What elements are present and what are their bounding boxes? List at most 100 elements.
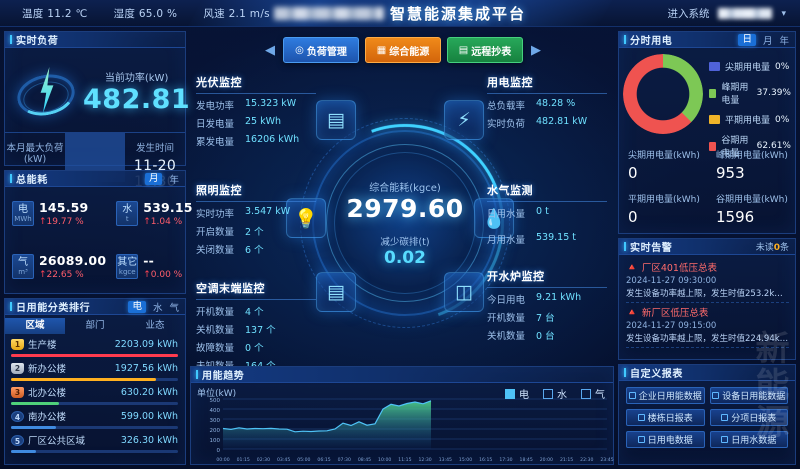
- svg-text:12:30: 12:30: [418, 457, 431, 463]
- energy-trend-panel: 用能趋势 单位(kW) 电 水 气 0 100 200 300 400 500 00:00 0…: [190, 366, 614, 465]
- rank-medal: 5: [11, 434, 24, 446]
- legend-gas[interactable]: 气: [581, 386, 605, 401]
- chevron-down-icon[interactable]: ▾: [781, 8, 786, 19]
- electricity-value: 145.59: [39, 200, 89, 215]
- svg-text:10:00: 10:00: [378, 457, 391, 463]
- rank-name: 北办公楼: [28, 388, 67, 399]
- svg-text:0: 0: [217, 448, 221, 454]
- svg-text:05:00: 05:00: [297, 457, 310, 463]
- gas-value: 26089.00: [39, 253, 107, 268]
- doc-icon: [637, 436, 645, 443]
- bulb-icon[interactable]: 💡: [286, 198, 326, 238]
- list-item[interactable]: 🔺 新厂区低压总表 2024-11-27 09:15:00 发生设备功率越上限，发…: [626, 303, 789, 348]
- ac-icon[interactable]: ▤: [316, 272, 356, 312]
- electricity-badge: 电 MWh: [12, 201, 34, 226]
- svg-text:07:30: 07:30: [338, 457, 351, 463]
- rank-bar: [11, 426, 178, 429]
- water-delta: ↑1.04 %: [143, 217, 183, 227]
- alarm-device: 厂区401低压总表: [641, 263, 717, 274]
- tou-year-button[interactable]: 年: [779, 35, 789, 47]
- boiler-icon[interactable]: ◫: [444, 272, 484, 312]
- lightning-icon: [11, 61, 81, 123]
- report-daily-electricity-button[interactable]: 日用电数据: [626, 431, 705, 448]
- alarm-bell-icon: 🔺: [626, 261, 638, 273]
- alarm-header: 实时告警 未读0条: [619, 239, 795, 255]
- report-device-daily-button[interactable]: 设备日用能数据: [709, 387, 788, 404]
- total-energy-title: 总能耗: [16, 175, 48, 186]
- list-item[interactable]: 4 南办公楼 599.00 kWh: [11, 409, 178, 429]
- svg-text:18:45: 18:45: [520, 457, 533, 463]
- user-name: [718, 8, 773, 19]
- tou-donut-chart: [623, 54, 703, 134]
- tab-integrated-energy[interactable]: ▦ 综合能源: [365, 37, 441, 63]
- solar-panel-icon[interactable]: ▤: [316, 100, 356, 140]
- total-energy-period-toggle: 月 年: [144, 172, 179, 186]
- arrow-up-icon: ↑: [143, 270, 151, 280]
- electricity-monitor-title: 用电监控: [487, 74, 607, 94]
- quick-header: 自定义报表: [619, 365, 795, 381]
- tou-period-toggle: 日 月 年: [738, 33, 789, 47]
- prev-arrow-icon[interactable]: ◀: [265, 42, 275, 58]
- list-item[interactable]: 🔺 厂区401低压总表 2024-11-27 09:30:00 发生设备功率越上限…: [626, 258, 789, 303]
- other-delta: ↑0.00 %: [143, 270, 183, 280]
- tou-day-button[interactable]: 日: [738, 33, 756, 46]
- enter-system-link[interactable]: 进入系统: [667, 8, 710, 20]
- rank-name: 生产楼: [28, 340, 57, 351]
- period-month-button[interactable]: 月: [144, 172, 163, 185]
- boiler-monitor-module: 开水炉监控 今日用电 9.21 kWh 开机数量 7 台 关机数量 0 台: [487, 268, 607, 342]
- svg-text:02:30: 02:30: [257, 457, 270, 463]
- bolt-icon[interactable]: ⚡: [444, 100, 484, 140]
- tou-metric-peak-top: 尖期用电量(kWh) 0: [628, 151, 700, 182]
- water-badge: 水 t: [116, 201, 139, 226]
- list-item[interactable]: 1 生产楼 2203.09 kWh: [11, 337, 178, 357]
- tab-load-management[interactable]: ◎ 负荷管理: [283, 37, 359, 63]
- legend-checkbox-icon: [505, 388, 515, 399]
- rank-name: 新办公楼: [28, 364, 67, 375]
- svg-text:11:15: 11:15: [398, 457, 411, 463]
- time-of-use-panel: 分时用电 日 月 年 尖期用电量 0% 峰期用电量 37.39% 平期用电量 0% 谷…: [618, 31, 796, 234]
- legend-checkbox-icon: [543, 388, 553, 399]
- report-enterprise-daily-button[interactable]: 企业日用能数据: [626, 387, 705, 404]
- ranking-type-water[interactable]: 水: [152, 302, 163, 314]
- hvac-monitor-title: 空调末端监控: [196, 280, 316, 300]
- rank-value: 599.00 kWh: [120, 410, 178, 422]
- ranking-type-gas[interactable]: 气: [169, 302, 179, 314]
- pv-monitor-module: 光伏监控 发电功率 15.323 kW 日发电量 25 kWh 累发电量 16206 …: [196, 74, 316, 148]
- tou-legend-flat: 平期用电量 0%: [709, 113, 791, 126]
- realtime-load-header: 实时负荷: [5, 32, 185, 48]
- gas-delta: ↑22.65 %: [39, 270, 84, 280]
- tab-remote-meter-reading[interactable]: ▤ 远程抄表: [447, 37, 523, 63]
- rank-medal: 4: [11, 410, 24, 422]
- next-arrow-icon[interactable]: ▶: [531, 42, 541, 58]
- realtime-load-body: 当前功率(kW) 482.81: [5, 48, 190, 132]
- occurrence-time-label: 发生时间: [135, 143, 174, 154]
- report-button-grid: 企业日用能数据 设备日用能数据 楼栋日报表 分项日报表 日用电数据 日用水数据: [619, 381, 795, 454]
- alarm-description: 发生设备功率越上限，发生时值224.94kW，...: [626, 334, 789, 344]
- tou-month-button[interactable]: 月: [762, 35, 773, 47]
- tou-metric-flat: 平期用电量(kWh) 0: [628, 195, 700, 226]
- report-subitem-daily-button[interactable]: 分项日报表: [709, 409, 788, 426]
- weather-temperature: 温度 11.2 ℃: [22, 6, 88, 21]
- period-year-button[interactable]: 年: [169, 174, 179, 186]
- report-daily-water-button[interactable]: 日用水数据: [709, 431, 788, 448]
- arrow-up-icon: ↑: [143, 217, 151, 227]
- alarm-list: 🔺 厂区401低压总表 2024-11-27 09:30:00 发生设备功率越上限…: [619, 255, 795, 348]
- doc-icon: [712, 392, 720, 399]
- tab-department[interactable]: 部门: [85, 320, 105, 331]
- report-building-daily-button[interactable]: 楼栋日报表: [626, 409, 705, 426]
- svg-text:22:30: 22:30: [580, 457, 593, 463]
- tab-area[interactable]: 区域: [5, 318, 65, 334]
- tab-business[interactable]: 业态: [145, 320, 165, 331]
- svg-text:08:45: 08:45: [358, 457, 371, 463]
- legend-water[interactable]: 水: [543, 386, 567, 401]
- list-item[interactable]: 2 新办公楼 1927.56 kWh: [11, 361, 178, 381]
- tou-legend-valley: 谷期用电量 62.61%: [709, 133, 791, 159]
- list-item[interactable]: 3 北办公楼 630.20 kWh: [11, 385, 178, 405]
- rank-value: 326.30 kWh: [120, 434, 178, 446]
- droplet-icon[interactable]: 💧: [474, 198, 514, 238]
- legend-electricity[interactable]: 电: [505, 386, 529, 401]
- ranking-type-electricity[interactable]: 电: [128, 300, 146, 313]
- tou-metric-peak: 峰期用电量(kWh) 953: [716, 151, 788, 182]
- list-item[interactable]: 5 厂区公共区域 326.30 kWh: [11, 433, 178, 453]
- svg-text:300: 300: [210, 418, 221, 424]
